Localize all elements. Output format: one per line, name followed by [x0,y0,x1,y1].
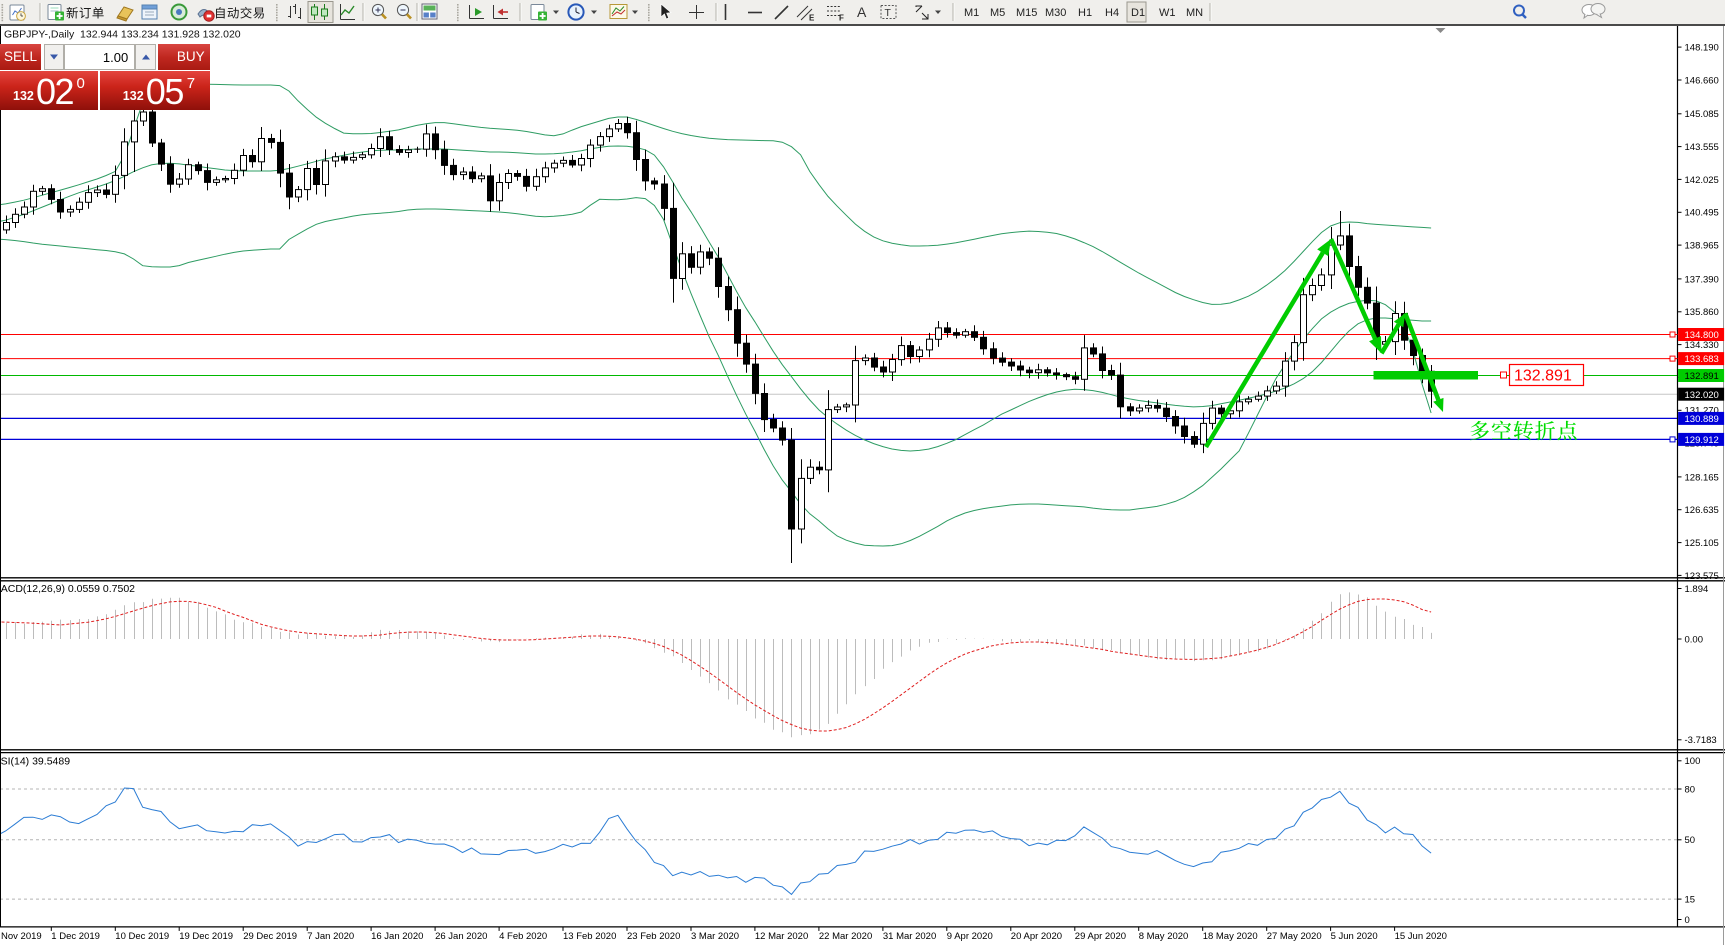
svg-text:F: F [839,14,844,23]
svg-text:126.635: 126.635 [1685,505,1719,516]
svg-text:0.00: 0.00 [1685,634,1704,645]
svg-text:4 Feb 2020: 4 Feb 2020 [499,931,547,942]
svg-text:9 Apr 2020: 9 Apr 2020 [947,931,993,942]
svg-text:128.165: 128.165 [1685,472,1719,483]
svg-text:-3.7183: -3.7183 [1685,735,1717,746]
svg-text:15: 15 [1685,895,1696,906]
svg-text:18 May 2020: 18 May 2020 [1203,931,1258,942]
svg-text:19 Dec 2019: 19 Dec 2019 [179,931,233,942]
svg-text:125.105: 125.105 [1685,538,1719,549]
svg-text:27 May 2020: 27 May 2020 [1267,931,1322,942]
svg-text:50: 50 [1685,835,1696,846]
svg-text:10 Dec 2019: 10 Dec 2019 [115,931,169,942]
svg-text:1.894: 1.894 [1685,584,1709,595]
svg-text:15 Jun 2020: 15 Jun 2020 [1395,931,1447,942]
svg-text:13 Feb 2020: 13 Feb 2020 [563,931,616,942]
svg-text:RSI(14) 39.5489: RSI(14) 39.5489 [0,756,70,768]
svg-text:134.330: 134.330 [1685,340,1719,351]
svg-text:138.965: 138.965 [1685,241,1719,252]
svg-text:26 Jan 2020: 26 Jan 2020 [435,931,487,942]
svg-text:H1: H1 [1078,7,1092,19]
svg-text:133.683: 133.683 [1685,354,1719,365]
svg-text:140.495: 140.495 [1685,208,1719,219]
svg-text:29 Apr 2020: 29 Apr 2020 [1075,931,1126,942]
svg-text:132.891: 132.891 [1514,368,1572,385]
svg-text:20 Apr 2020: 20 Apr 2020 [1011,931,1062,942]
svg-text:148.190: 148.190 [1685,43,1719,54]
svg-text:M1: M1 [964,7,979,19]
svg-text:H4: H4 [1105,7,1119,19]
svg-text:M30: M30 [1045,7,1066,19]
svg-text:129.912: 129.912 [1685,435,1719,446]
svg-text:8 May 2020: 8 May 2020 [1139,931,1189,942]
svg-text:123.575: 123.575 [1685,571,1719,582]
svg-text:D1: D1 [1131,7,1145,19]
svg-text:T: T [885,7,892,19]
svg-text:MN: MN [1186,7,1203,19]
svg-text:E: E [809,14,815,23]
svg-text:31 Mar 2020: 31 Mar 2020 [883,931,936,942]
svg-text:80: 80 [1685,784,1696,795]
svg-text:131.270: 131.270 [1685,406,1719,417]
svg-text:MACD(12,26,9) 0.0559 0.7502: MACD(12,26,9) 0.0559 0.7502 [0,583,135,595]
svg-text:143.555: 143.555 [1685,142,1719,153]
svg-text:100: 100 [1685,756,1701,767]
svg-text:M15: M15 [1016,7,1037,19]
svg-text:5 Jun 2020: 5 Jun 2020 [1331,931,1378,942]
svg-text:145.085: 145.085 [1685,109,1719,120]
svg-text:130.889: 130.889 [1685,414,1719,425]
svg-text:12 Mar 2020: 12 Mar 2020 [755,931,808,942]
svg-text:A: A [857,4,867,20]
svg-text:132.020: 132.020 [1685,390,1719,401]
svg-text:16 Jan 2020: 16 Jan 2020 [371,931,423,942]
svg-text:3 Mar 2020: 3 Mar 2020 [691,931,739,942]
svg-text:132.891: 132.891 [1685,371,1719,382]
svg-text:29 Dec 2019: 29 Dec 2019 [243,931,297,942]
svg-text:Nov 2019: Nov 2019 [1,931,42,942]
svg-text:23 Feb 2020: 23 Feb 2020 [627,931,680,942]
svg-text:135.860: 135.860 [1685,307,1719,318]
svg-text:W1: W1 [1159,7,1176,19]
svg-text:134.800: 134.800 [1685,330,1719,341]
svg-text:137.390: 137.390 [1685,274,1719,285]
svg-text:0: 0 [1685,915,1690,926]
svg-text:22 Mar 2020: 22 Mar 2020 [819,931,872,942]
svg-text:1 Dec 2019: 1 Dec 2019 [51,931,100,942]
svg-text:7 Jan 2020: 7 Jan 2020 [307,931,354,942]
svg-text:146.660: 146.660 [1685,75,1719,86]
svg-text:GBPJPY-,Daily 132.944 133.234: GBPJPY-,Daily 132.944 133.234 131.928 13… [4,29,241,41]
svg-text:M5: M5 [990,7,1005,19]
svg-text:142.025: 142.025 [1685,175,1719,186]
